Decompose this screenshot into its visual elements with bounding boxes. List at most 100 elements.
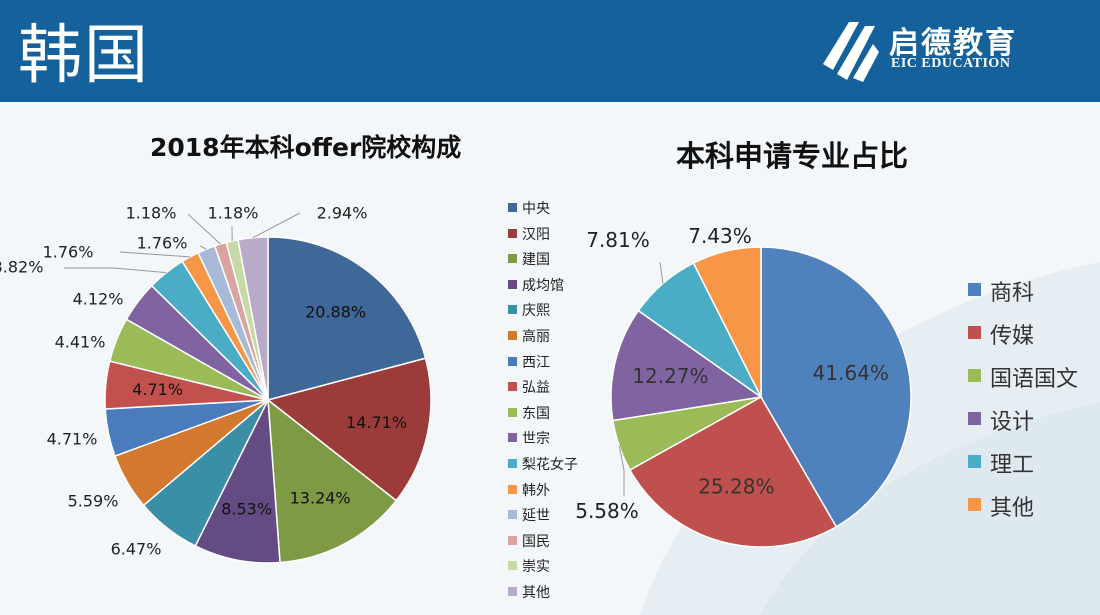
legend-swatch <box>508 535 517 545</box>
legend-label: 庆熙 <box>522 303 550 320</box>
eic-logo-icon <box>823 22 879 82</box>
legend-item-弘益: 弘益 <box>508 377 618 397</box>
legend-swatch <box>968 369 981 382</box>
data-label-其他: 7.43% <box>688 224 752 248</box>
legend-label: 中央 <box>522 201 550 217</box>
legend-swatch <box>508 484 517 494</box>
leader-line <box>618 445 625 496</box>
pie-slice-建国 <box>267 398 398 564</box>
legend-swatch <box>508 203 517 212</box>
legend-item-高丽: 高丽 <box>508 326 618 346</box>
leader-line <box>64 267 167 274</box>
data-label-其他: 2.94% <box>317 204 368 223</box>
legend-item-其他: 其他 <box>968 490 1098 521</box>
data-label-世宗: 4.12% <box>73 290 124 309</box>
legend-label: 设计 <box>990 410 1035 435</box>
legend-item-世宗: 世宗 <box>508 428 618 448</box>
legend-label: 弘益 <box>522 380 550 397</box>
legend-swatch <box>968 283 981 296</box>
legend-item-其他: 其他 <box>508 582 618 602</box>
legend-label: 理工 <box>990 453 1035 478</box>
legend-item-传媒: 传媒 <box>968 318 1098 349</box>
pie-slice-其他 <box>692 246 762 398</box>
legend-label: 东国 <box>522 405 550 422</box>
data-label-崇实: 1.18% <box>208 204 259 223</box>
legend-swatch <box>968 326 981 339</box>
legend-label: 世宗 <box>522 431 550 448</box>
legend-label: 其他 <box>522 585 550 601</box>
legend-label: 韩外 <box>522 482 550 499</box>
data-label-设计: 12.27% <box>632 364 708 388</box>
legend-item-商科: 商科 <box>968 275 1098 306</box>
legend-swatch <box>508 510 517 520</box>
legend-item-国语国文: 国语国文 <box>968 361 1098 392</box>
legend-label: 成均馆 <box>522 277 564 294</box>
logo-text-cn: 启德教育 <box>889 26 1017 61</box>
pie-slice-汉阳 <box>266 357 432 502</box>
chart-title-majors: 本科申请专业占比 <box>676 139 909 173</box>
data-label-商科: 41.64% <box>813 361 889 385</box>
data-label-庆熙: 6.47% <box>111 540 162 559</box>
legend-label: 延世 <box>522 508 550 525</box>
legend-item-设计: 设计 <box>968 404 1098 435</box>
data-label-成均馆: 8.53% <box>221 499 272 518</box>
pie-slice-成均馆 <box>194 397 281 564</box>
data-label-建国: 13.24% <box>290 488 351 507</box>
legend-item-建国: 建国 <box>508 249 618 269</box>
header-bar: 韩国 启德教育 EIC EDUCATION <box>0 0 1100 102</box>
legend-label: 国民 <box>522 533 550 550</box>
data-label-中央: 20.88% <box>305 303 366 322</box>
legend-swatch <box>508 407 517 417</box>
legend-swatch <box>968 498 981 511</box>
data-label-韩外: 1.76% <box>43 243 94 262</box>
legend-label: 崇实 <box>522 559 550 576</box>
pie-slice-商科 <box>760 246 912 528</box>
leader-line <box>252 212 301 239</box>
eic-logo: 启德教育 EIC EDUCATION <box>815 12 1075 92</box>
data-label-弘益: 4.71% <box>132 380 183 399</box>
legend-label: 国语国文 <box>990 367 1079 392</box>
legend-item-国民: 国民 <box>508 531 618 551</box>
data-label-汉阳: 14.71% <box>346 413 407 432</box>
data-label-理工: 7.81% <box>586 228 650 252</box>
data-label-国语国文: 5.58% <box>575 499 639 523</box>
legend-swatch <box>968 455 981 468</box>
legend-swatch <box>508 254 517 264</box>
legend-swatch <box>508 331 517 340</box>
legend-swatch <box>508 356 517 366</box>
legend-label: 传媒 <box>990 324 1035 349</box>
legend-label: 建国 <box>522 252 550 269</box>
legend-swatch <box>508 459 517 468</box>
legend-swatch <box>968 412 981 425</box>
data-label-国民: 1.18% <box>126 204 177 223</box>
legend-item-成均馆: 成均馆 <box>508 275 618 295</box>
legend-label: 高丽 <box>522 329 550 345</box>
data-label-延世: 1.76% <box>137 234 188 253</box>
logo-text-en: EIC EDUCATION <box>891 56 1011 71</box>
page-title: 韩国 <box>18 19 150 93</box>
data-label-东国: 4.41% <box>55 333 106 352</box>
legend-item-理工: 理工 <box>968 447 1098 478</box>
data-label-西江: 4.71% <box>47 430 98 449</box>
leader-line <box>199 245 207 250</box>
legend-swatch <box>508 228 517 238</box>
legend-label: 梨花女子 <box>522 457 578 473</box>
data-label-传媒: 25.28% <box>698 475 774 499</box>
leader-line <box>659 261 664 284</box>
chart-title-offers: 2018年本科offer院校构成 <box>150 133 462 162</box>
legend-swatch <box>508 561 517 571</box>
legend-label: 西江 <box>522 354 550 371</box>
legend-label: 其他 <box>990 496 1035 521</box>
pie-slice-传媒 <box>628 395 838 548</box>
leader-line <box>187 213 221 245</box>
pie-slice-中央 <box>267 236 427 401</box>
legend-item-汉阳: 汉阳 <box>508 224 618 244</box>
legend-item-韩外: 韩外 <box>508 480 618 500</box>
legend-item-西江: 西江 <box>508 352 618 372</box>
legend-label: 汉阳 <box>522 226 550 243</box>
legend-item-崇实: 崇实 <box>508 556 618 576</box>
legend-label: 商科 <box>990 281 1035 306</box>
leader-line <box>119 251 191 258</box>
